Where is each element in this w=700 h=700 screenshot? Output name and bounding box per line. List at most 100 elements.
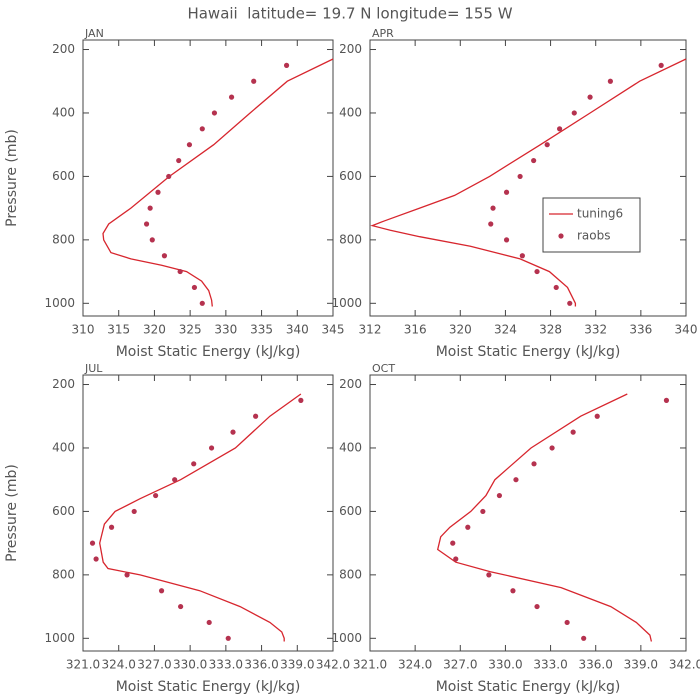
x-tick-label: 336.0 [244, 658, 278, 672]
x-tick-label: 336 [629, 323, 652, 337]
legend: tuning6 raobs [542, 197, 641, 253]
point [253, 413, 259, 419]
point [581, 635, 587, 641]
x-tick-label: 324.0 [102, 658, 136, 672]
point [199, 300, 205, 306]
legend-box [542, 197, 641, 253]
point [108, 524, 115, 530]
point [206, 619, 212, 626]
x-tick-label: 324 [494, 323, 517, 337]
point [199, 126, 205, 132]
point [208, 445, 215, 451]
point [186, 142, 193, 148]
panel-title: JAN [84, 27, 104, 40]
panel: OCT 321.0 324.0 327.0 330.0 333.0 336.0 339.0 34… [331, 362, 700, 695]
x-tick-label: 340 [286, 323, 309, 337]
point [517, 173, 523, 180]
point [178, 603, 184, 610]
y-tick-label: 400 [52, 440, 75, 454]
x-axis-label: Moist Static Energy (kJ/kg) [116, 344, 301, 360]
point [531, 157, 537, 164]
point [211, 110, 218, 116]
point [658, 62, 664, 68]
point [158, 588, 165, 594]
y-axis-label: Pressure (mb) [4, 464, 20, 562]
y-tick-label: 400 [339, 440, 362, 454]
legend-label: tuning6 [577, 207, 623, 221]
point [191, 461, 197, 467]
point [465, 524, 471, 530]
x-tick-label: 342.0 [669, 658, 700, 672]
y-tick-label: 600 [52, 504, 75, 518]
y-tick-label: 800 [52, 567, 75, 581]
legend-label: raobs [577, 229, 611, 243]
point [534, 268, 540, 275]
panel: APR 312 316 320 324 328 332 336 340 200 400 600 800 1… [331, 27, 697, 360]
point [143, 221, 150, 227]
legend-swatch [558, 233, 564, 239]
point [557, 126, 563, 132]
panel-title: APR [372, 27, 394, 40]
x-tick-label: 339.0 [280, 658, 314, 672]
x-tick-label: 324.0 [398, 658, 432, 672]
y-tick-label: 1000 [44, 631, 75, 645]
y-tick-label: 600 [339, 504, 362, 518]
line [436, 393, 653, 642]
x-tick-label: 310 [72, 323, 95, 337]
x-tick-label: 340 [675, 323, 698, 337]
point [544, 142, 550, 148]
point [549, 445, 555, 451]
x-tick-label: 330.0 [173, 658, 207, 672]
point [503, 237, 510, 243]
x-tick-label: 342.0 [316, 658, 350, 672]
point [490, 205, 496, 211]
x-tick-label: 328 [539, 323, 562, 337]
point [89, 540, 96, 546]
x-axis-label: Moist Static Energy (kJ/kg) [116, 679, 301, 695]
x-axis-label: Moist Static Energy (kJ/kg) [436, 344, 621, 360]
line [102, 58, 334, 307]
point [166, 173, 172, 180]
axes-box [369, 374, 687, 652]
point [176, 157, 182, 164]
y-tick-label: 400 [52, 105, 75, 119]
point [149, 237, 155, 243]
y-tick-label: 800 [339, 232, 362, 246]
point [513, 477, 519, 483]
y-tick-label: 1000 [44, 296, 75, 310]
point [663, 397, 670, 403]
x-tick-label: 320 [143, 323, 166, 337]
point [594, 413, 600, 419]
x-tick-label: 330.0 [488, 658, 522, 672]
x-tick-label: 327.0 [443, 658, 477, 672]
y-tick-label: 600 [52, 169, 75, 183]
x-tick-label: 320 [449, 323, 472, 337]
x-tick-label: 321.0 [66, 658, 100, 672]
point [298, 397, 304, 403]
y-tick-label: 600 [339, 169, 362, 183]
point [131, 508, 137, 515]
point [283, 62, 290, 68]
panel: JAN 310 315 320 325 330 335 340 345 200 400 600 800 1… [4, 27, 344, 360]
figure-title: Hawaii latitude= 19.7 N longitude= 155 W [187, 5, 512, 23]
y-tick-label: 1000 [331, 631, 362, 645]
point [567, 300, 573, 306]
point [571, 110, 577, 116]
point [496, 492, 503, 499]
point [228, 94, 235, 100]
axes-box [369, 39, 687, 317]
x-tick-label: 325 [179, 323, 202, 337]
y-axis-label: Pressure (mb) [4, 129, 20, 227]
point [93, 556, 99, 562]
point [486, 572, 492, 578]
point [488, 221, 494, 227]
y-tick-label: 200 [339, 42, 362, 56]
line [370, 58, 687, 307]
point [147, 205, 153, 211]
point [124, 572, 130, 578]
point [534, 603, 540, 610]
point [230, 429, 236, 435]
x-tick-label: 332 [584, 323, 607, 337]
x-tick-label: 327.0 [137, 658, 171, 672]
